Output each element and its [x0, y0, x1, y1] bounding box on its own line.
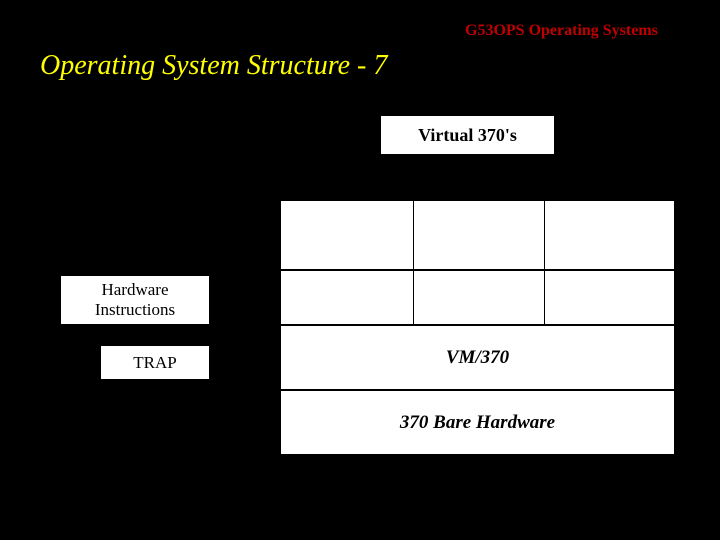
stack-row-bare-hardware: 370 Bare Hardware — [280, 390, 675, 455]
stack-row-2 — [280, 270, 675, 325]
course-header: G53OPS Operating Systems — [465, 22, 658, 40]
virtual-370-box: Virtual 370's — [380, 115, 555, 155]
column-divider — [413, 271, 414, 324]
bare-hardware-label: 370 Bare Hardware — [400, 412, 555, 434]
stack-row-1 — [280, 200, 675, 270]
column-divider — [544, 201, 545, 269]
column-divider — [413, 201, 414, 269]
hardware-instructions-box: HardwareInstructions — [60, 275, 210, 325]
vm370-label: VM/370 — [446, 347, 509, 369]
trap-box: TRAP — [100, 345, 210, 380]
virtual-370-label: Virtual 370's — [418, 125, 517, 146]
stack-row-vm370: VM/370 — [280, 325, 675, 390]
trap-label: TRAP — [133, 353, 176, 373]
hardware-instructions-label: HardwareInstructions — [95, 280, 175, 320]
column-divider — [544, 271, 545, 324]
page-title: Operating System Structure - 7 — [40, 50, 387, 82]
